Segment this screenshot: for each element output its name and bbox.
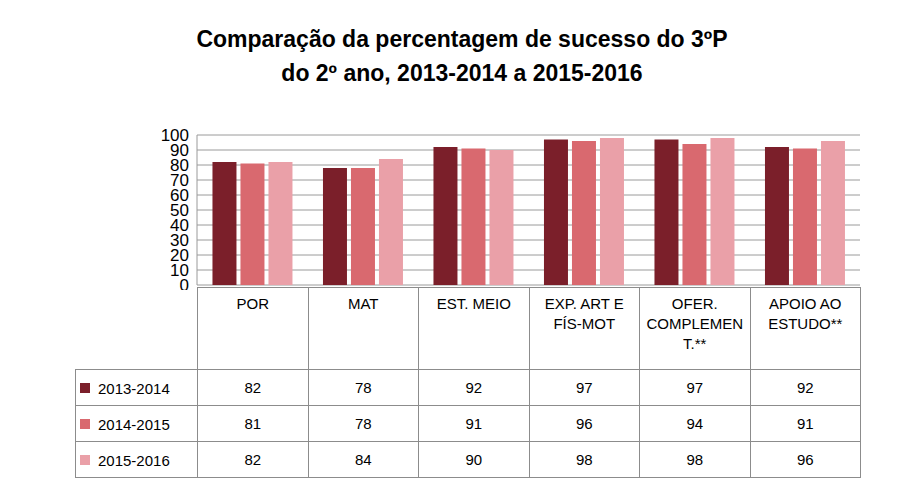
html-text:91: 91 [796, 415, 814, 432]
html-text:2015-2016: 2015-2016 [98, 451, 170, 469]
html-text:APOIO AO ESTUDO**: APOIO AO ESTUDO** [768, 295, 843, 332]
html-text:82: 82 [244, 379, 262, 396]
svg-text:10: 10 [170, 261, 189, 280]
svg-text:30: 30 [170, 231, 189, 250]
html-text:90: 90 [465, 451, 483, 468]
html-text:81: 81 [244, 415, 262, 432]
svg-text:40: 40 [170, 216, 189, 235]
svg-text:100: 100 [161, 126, 189, 145]
html-text:EXP. ART E FÍS-MOT: EXP. ART E FÍS-MOT [544, 295, 624, 332]
html-text:96: 96 [575, 415, 593, 432]
html-text:OFER. COMPLEMENT.**: OFER. COMPLEMENT.** [646, 295, 744, 352]
html-text:94: 94 [686, 415, 704, 432]
svg-text:20: 20 [170, 246, 189, 265]
svg-text:70: 70 [170, 171, 189, 190]
html-text:MAT: MAT [348, 295, 379, 312]
html-text:98: 98 [686, 451, 704, 468]
html-text:97: 97 [575, 379, 593, 396]
html-text:82: 82 [244, 451, 262, 468]
svg-text:90: 90 [170, 141, 189, 160]
svg-text:80: 80 [170, 156, 189, 175]
html-text:2013-2014: 2013-2014 [98, 379, 170, 397]
html-text:98: 98 [575, 451, 593, 468]
html-text:97: 97 [686, 379, 704, 396]
svg-text:60: 60 [170, 186, 189, 205]
html-text:78: 78 [354, 415, 372, 432]
html-text:EST. MEIO: EST. MEIO [436, 295, 511, 312]
html-text:POR: POR [236, 295, 269, 312]
html-text:Comparação da percentagem de s: Comparação da percentagem de sucesso do … [196, 26, 728, 86]
html-text:2014-2015: 2014-2015 [98, 415, 170, 433]
html-text:78: 78 [354, 379, 372, 396]
html-text:96: 96 [796, 451, 814, 468]
html-text:92: 92 [465, 379, 483, 396]
html-text:84: 84 [354, 451, 372, 468]
svg-text:50: 50 [170, 201, 189, 220]
html-text:91: 91 [465, 415, 483, 432]
html-text:92: 92 [796, 379, 814, 396]
